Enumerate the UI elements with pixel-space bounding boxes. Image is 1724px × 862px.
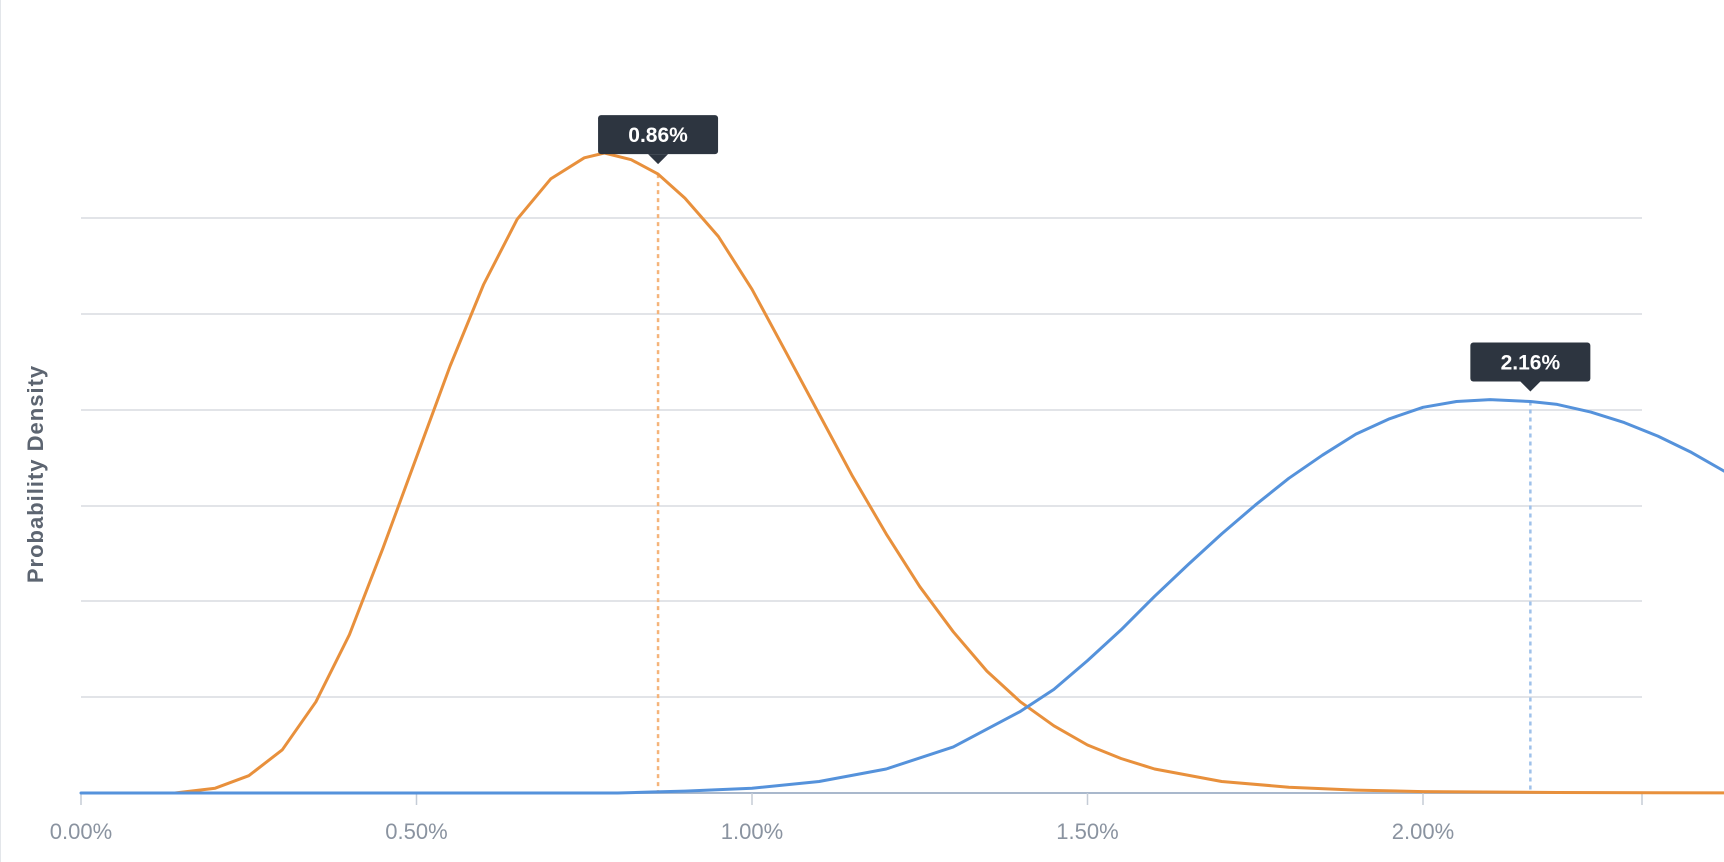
value-callouts: 0.86% 2.16%	[598, 115, 1591, 392]
x-tick-label-1: 0.50%	[385, 819, 447, 844]
panel-left-border	[0, 0, 1, 862]
series-0-line	[173, 151, 1724, 795]
x-tick-label-0: 0.00%	[50, 819, 112, 844]
density-series	[79, 151, 1724, 795]
x-tick-label-2: 1.00%	[721, 819, 783, 844]
callout-pointer	[648, 154, 669, 165]
x-tick-label-4: 2.00%	[1392, 819, 1454, 844]
gridlines	[81, 217, 1642, 698]
value-markers	[656, 174, 1532, 793]
callout-box	[598, 115, 719, 155]
callout-box	[1470, 342, 1591, 382]
x-tick-label-3: 1.50%	[1056, 819, 1118, 844]
x-axis: 0.00%0.50%1.00%1.50%2.00%2.50%3.00%3.50%…	[50, 792, 1643, 844]
callout-label: 2.16%	[1501, 352, 1561, 375]
series-0-callout: 0.86%	[598, 115, 719, 165]
callout-pointer	[1520, 381, 1541, 392]
callout-label: 0.86%	[628, 124, 688, 147]
series-1-callout: 2.16%	[1470, 342, 1591, 392]
y-axis-title: Probability Density	[23, 365, 48, 583]
series-1-line	[79, 398, 1724, 795]
